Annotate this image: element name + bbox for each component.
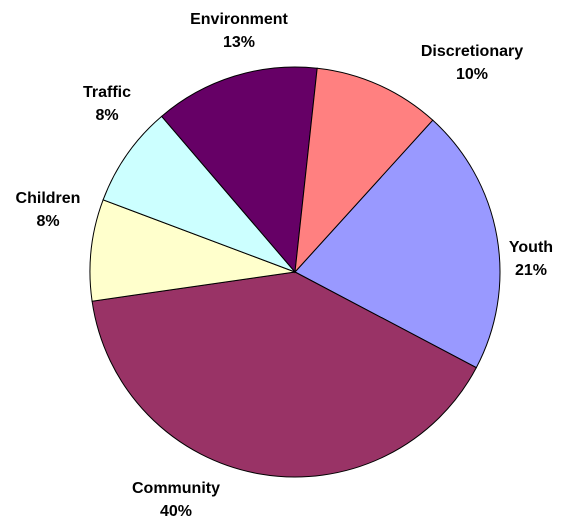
slice-percent-children: 8%: [36, 213, 59, 230]
slice-label-youth: Youth: [509, 239, 553, 256]
slice-label-environment: Environment: [190, 11, 288, 28]
slice-label-traffic: Traffic: [83, 84, 131, 101]
pie-slices: [89, 66, 501, 478]
pie-slice-community: [91, 271, 477, 478]
pie-slice-discretionary: [294, 67, 434, 274]
slice-label-children: Children: [16, 190, 81, 207]
slice-label-community: Community: [132, 480, 220, 497]
slice-label-discretionary: Discretionary: [421, 43, 523, 60]
slice-percent-youth: 21%: [515, 262, 547, 279]
pie-labels: Youth 21% Community 40% Children 8% Traffic 8% E…: [16, 11, 554, 520]
pie-slice-youth: [294, 119, 501, 369]
pie-slice-traffic: [102, 115, 296, 273]
slice-percent-community: 40%: [160, 503, 192, 520]
slice-percent-environment: 13%: [223, 34, 255, 51]
pie-slice-children: [89, 199, 296, 302]
slice-percent-traffic: 8%: [95, 107, 118, 124]
pie-slice-environment: [160, 66, 318, 274]
slice-percent-discretionary: 10%: [456, 66, 488, 83]
